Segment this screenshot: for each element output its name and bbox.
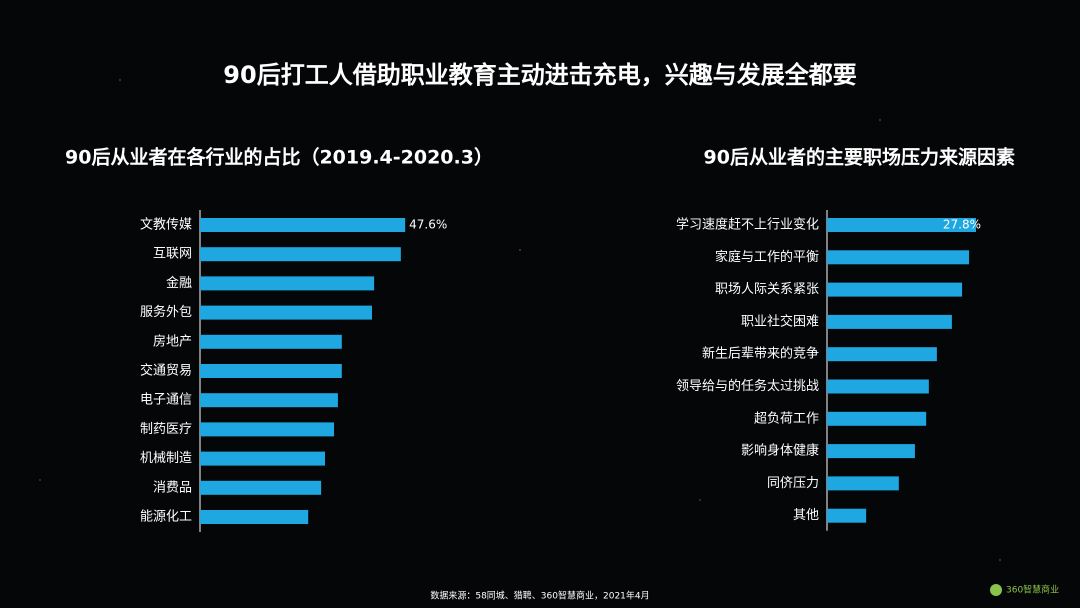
category-label: 同侪压力 [767,476,819,491]
bar [200,422,335,437]
bar [200,334,342,349]
category-label: 房地产 [153,333,192,349]
bar [200,393,338,408]
category-label: 影响身体健康 [741,443,819,459]
main-title: 90后打工人借助职业教育主动进击充电，兴趣与发展全都要 [223,61,856,89]
category-label: 消费品 [153,480,192,495]
chart-title: 90后从业者在各行业的占比（2019.4-2020.3） [65,146,493,169]
bar [200,451,325,466]
bar [827,379,929,394]
category-label: 超负荷工作 [754,411,819,426]
bar [200,364,342,378]
bar [827,282,963,297]
bar [827,508,867,523]
category-label: 制药医疗 [140,422,192,437]
category-label: 领导给与的任务太过挑战 [676,378,819,394]
category-label: 职场人际关系紧张 [715,282,819,297]
category-label: 学习速度赶不上行业变化 [676,217,819,233]
category-label: 文教传媒 [140,217,192,233]
category-label: 金融 [166,275,192,291]
category-label: 职业社交困难 [741,313,819,329]
bar [827,444,915,459]
logo-icon [990,584,1002,596]
category-label: 服务外包 [140,304,192,320]
bar [827,218,977,232]
logo: 360智慧商业 [1006,584,1059,596]
category-label: 新生后辈带来的竞争 [702,346,819,362]
bar [827,411,927,426]
bar [827,347,937,362]
source: 数据来源：58同城、猎聘、360智慧商业，2021年4月 [430,590,649,602]
bar [200,510,309,524]
category-label: 家庭与工作的平衡 [715,249,819,265]
bar [200,247,401,262]
category-label: 其他 [793,508,819,523]
category-label: 交通贸易 [140,363,192,379]
bar [200,276,375,291]
category-label: 机械制造 [140,451,192,466]
bar [827,250,970,265]
bar [827,476,899,491]
value-label: 47.6% [409,218,447,232]
category-label: 互联网 [153,247,192,262]
category-label: 电子通信 [140,393,192,408]
value-label: 27.8% [943,218,981,232]
chart-title: 90后从业者的主要职场压力来源因素 [704,146,1015,169]
category-label: 能源化工 [140,510,192,525]
bar [200,218,406,232]
bar [200,305,372,320]
bar [827,314,952,329]
bar [200,480,322,495]
